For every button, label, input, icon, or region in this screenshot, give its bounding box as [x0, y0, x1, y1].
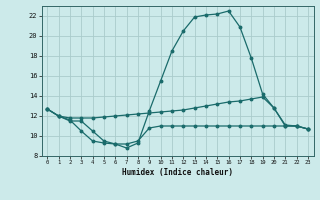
X-axis label: Humidex (Indice chaleur): Humidex (Indice chaleur): [122, 168, 233, 177]
